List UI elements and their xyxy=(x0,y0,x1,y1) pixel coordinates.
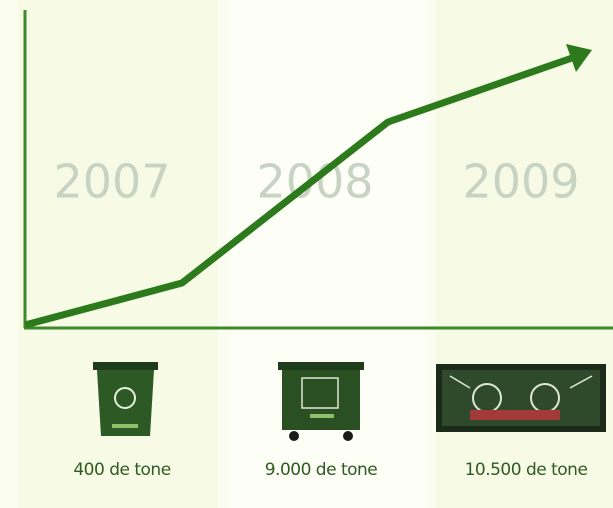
year-label: 2007 xyxy=(53,155,170,209)
column-stripe xyxy=(228,0,428,508)
amount-label: 400 de tone xyxy=(73,460,170,480)
year-label: 2009 xyxy=(462,155,579,209)
arrow-head xyxy=(566,44,592,72)
amount-label: 10.500 de tone xyxy=(465,460,588,480)
amount-label: 9.000 de tone xyxy=(265,460,378,480)
small-bin-icon xyxy=(93,362,158,436)
large-bin-icon xyxy=(278,362,364,441)
growth-line xyxy=(24,54,574,329)
truck-fleet-icon xyxy=(436,364,606,432)
